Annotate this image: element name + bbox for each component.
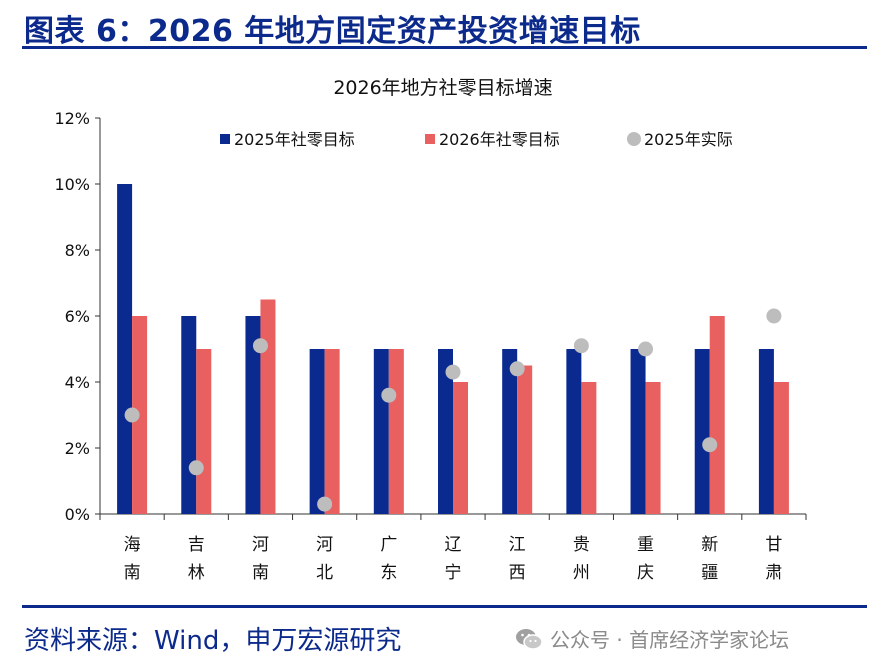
bar-target-2026: [645, 382, 661, 514]
bar-target-2025: [181, 316, 197, 514]
x-tick-label: 海南: [124, 535, 141, 583]
bar-target-2026: [324, 349, 340, 514]
y-tick-label: 0%: [65, 505, 90, 524]
legend-swatch: [627, 132, 641, 146]
point-actual-2025: [381, 387, 397, 403]
bar-target-2026: [453, 382, 468, 514]
chart: 2026年地方社零目标增速 0% 2% 4% 6% 8% 10% 12% 海南吉林河南河北广东…: [54, 77, 807, 583]
x-tick-label: 吉林: [188, 535, 205, 583]
bar-target-2025: [694, 349, 710, 514]
legend-swatch: [220, 134, 230, 144]
bar-target-2025: [502, 349, 518, 514]
bar-target-2025: [758, 349, 774, 514]
source-note: 资料来源：Wind，申万宏源研究: [24, 626, 402, 656]
legend: 2025年社零目标 2026年社零目标 2025年实际: [220, 130, 733, 149]
x-tick-label: 河北: [316, 535, 333, 583]
bar-target-2026: [260, 299, 276, 514]
bar-target-2025: [245, 316, 261, 514]
bar-target-2026: [517, 365, 533, 514]
y-tick-label: 8%: [65, 241, 90, 260]
bar-target-2025: [630, 349, 646, 514]
report-header: 图表 6：2026 年地方固定资产投资增速目标: [0, 0, 882, 52]
point-actual-2025: [638, 341, 654, 357]
y-tick-label: 2%: [65, 439, 90, 458]
chart-title: 2026年地方社零目标增速: [333, 77, 552, 99]
bar-target-2026: [581, 382, 597, 514]
point-actual-2025: [445, 364, 461, 380]
legend-swatch: [425, 134, 435, 144]
point-actual-2025: [317, 496, 333, 512]
point-actual-2025: [188, 460, 204, 476]
bars: [117, 184, 789, 514]
legend-label: 2026年社零目标: [439, 130, 560, 149]
point-actual-2025: [702, 437, 718, 453]
x-tick-label: 河南: [252, 535, 269, 583]
bar-target-2026: [773, 382, 789, 514]
point-actual-2025: [252, 338, 268, 354]
y-tick-label: 12%: [54, 109, 90, 128]
wechat-icon: [516, 628, 543, 650]
figure-title: 图表 6：2026 年地方固定资产投资增速目标: [24, 14, 641, 49]
legend-label: 2025年社零目标: [234, 130, 355, 149]
bar-target-2026: [196, 349, 212, 514]
footer-divider: [22, 605, 867, 608]
watermark-text: 公众号 · 首席经济学家论坛: [550, 628, 790, 652]
legend-label: 2025年实际: [644, 130, 733, 149]
bar-target-2026: [388, 349, 404, 514]
x-tick-label: 江西: [509, 535, 526, 583]
x-tick-label: 甘肃: [765, 535, 782, 583]
x-tick-label: 新疆: [701, 535, 718, 583]
bar-target-2026: [709, 316, 725, 514]
y-tick-label: 10%: [54, 175, 90, 194]
header-divider: [22, 46, 867, 49]
point-actual-2025: [509, 361, 525, 377]
bar-target-2025: [117, 184, 133, 514]
x-tick-label: 贵州: [573, 535, 590, 583]
bar-target-2025: [438, 349, 453, 514]
actual-points: [124, 308, 782, 512]
x-tick-label: 辽宁: [445, 535, 462, 583]
watermark: 公众号 · 首席经济学家论坛: [514, 624, 789, 653]
y-tick-label: 4%: [65, 373, 90, 392]
y-tick-label: 6%: [65, 307, 90, 326]
x-tick-label: 重庆: [637, 535, 654, 583]
point-actual-2025: [766, 308, 782, 324]
bar-target-2025: [566, 349, 582, 514]
bar-target-2025: [309, 349, 325, 514]
x-tick-label: 广东: [380, 535, 397, 583]
bar-target-2025: [373, 349, 389, 514]
point-actual-2025: [124, 407, 140, 423]
point-actual-2025: [573, 338, 589, 354]
